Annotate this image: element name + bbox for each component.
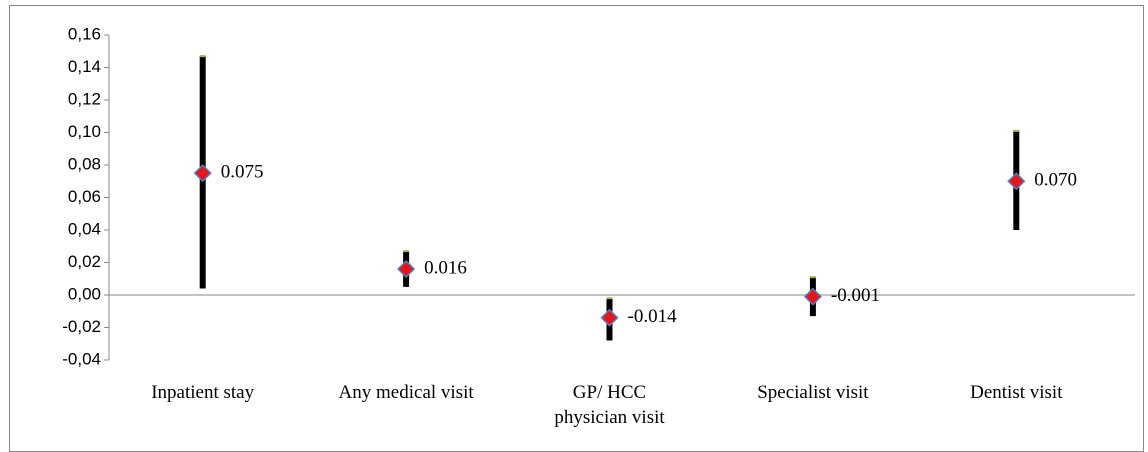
y-tick-label: -0,02 <box>62 317 101 336</box>
y-tick-label: 0,02 <box>68 252 101 271</box>
x-tick-label: GP/ HCC physician visit <box>554 382 665 428</box>
error-cap <box>403 250 410 253</box>
y-tick-label: 0,14 <box>68 57 101 76</box>
value-label: -0.014 <box>628 306 678 327</box>
point-marker <box>600 308 619 327</box>
value-label: 0.070 <box>1034 170 1077 191</box>
y-tick-label: 0,16 <box>68 24 101 43</box>
y-tick-label: 0,06 <box>68 187 101 206</box>
point-marker <box>1007 172 1026 191</box>
x-tick-label: Dentist visit <box>970 382 1063 403</box>
point-marker <box>193 164 212 183</box>
error-cap <box>606 297 613 300</box>
value-label: 0.075 <box>221 161 264 182</box>
y-tick-label: 0,12 <box>68 89 101 108</box>
x-tick-label: Inpatient stay <box>151 382 255 403</box>
error-cap <box>199 55 206 58</box>
y-tick-label: 0,08 <box>68 154 101 173</box>
point-marker <box>803 287 822 306</box>
y-tick-label: 0,10 <box>68 122 101 141</box>
x-tick-label: Any medical visit <box>338 382 474 403</box>
y-tick-label: 0,04 <box>68 219 101 238</box>
error-cap <box>1013 129 1020 132</box>
point-marker <box>397 259 416 279</box>
error-cap <box>809 276 816 279</box>
x-tick-label: Specialist visit <box>757 382 869 403</box>
value-label: -0.001 <box>831 285 880 306</box>
y-tick-label: 0,00 <box>68 284 101 303</box>
y-tick-label: -0,04 <box>62 349 101 368</box>
value-label: 0.016 <box>424 257 467 278</box>
